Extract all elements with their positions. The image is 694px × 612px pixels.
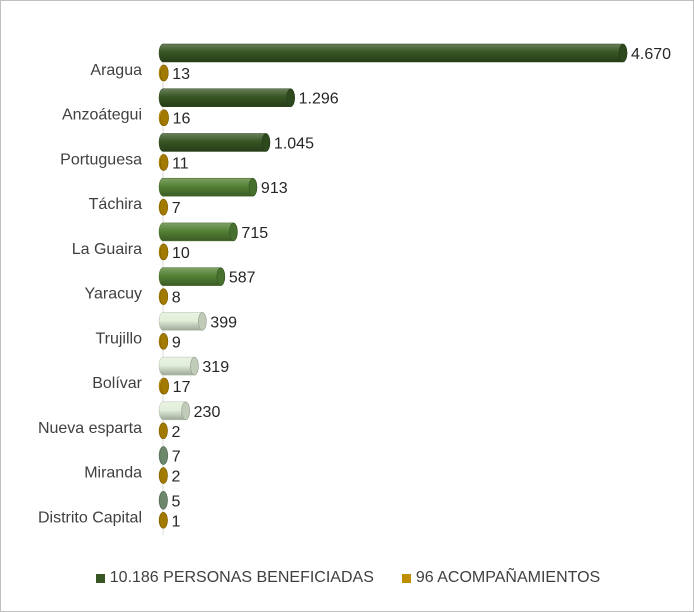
- bar-acompanamientos-cap: [160, 377, 169, 395]
- value-label-beneficiadas: 913: [261, 180, 288, 197]
- category-label: Miranda: [84, 465, 142, 482]
- bar-beneficiadas-body: [158, 222, 238, 242]
- value-label-beneficiadas: 4.670: [631, 46, 671, 63]
- legend-swatch: [401, 573, 411, 583]
- category-label: Aragua: [90, 62, 142, 79]
- value-label-beneficiadas: 230: [194, 404, 221, 421]
- value-label-beneficiadas: 1.045: [274, 135, 314, 152]
- legend-label: 96 ACOMPAÑAMIENTOS: [415, 569, 601, 586]
- bar-beneficiadas: [158, 356, 199, 376]
- category-label: Bolívar: [92, 375, 142, 392]
- bar-acompanamientos: [158, 377, 169, 395]
- legend: 10.186 PERSONAS BENEFICIADAS 96 ACOMPAÑAM…: [1, 569, 694, 587]
- value-label-beneficiadas: 399: [210, 314, 237, 331]
- bar-beneficiadas-body: [158, 88, 295, 107]
- bar-beneficiadas: [158, 312, 207, 331]
- bar-beneficiadas-cap: [261, 133, 271, 152]
- legend-item: 10.186 PERSONAS BENEFICIADAS: [95, 569, 374, 587]
- bar-acompanamientos-cap: [159, 512, 168, 529]
- bar-beneficiadas-cap: [198, 312, 207, 331]
- category-label: Trujillo: [95, 330, 142, 347]
- bar-acompanamientos-cap: [159, 154, 169, 171]
- bar-beneficiadas: [158, 43, 628, 63]
- value-label-acompanamientos: 17: [173, 379, 191, 396]
- value-label-beneficiadas: 1.296: [299, 91, 339, 108]
- value-label-acompanamientos: 10: [172, 245, 190, 262]
- bar-beneficiadas-cap: [618, 43, 628, 63]
- bar-beneficiadas: [158, 401, 190, 421]
- bar-acompanamientos-cap: [159, 422, 168, 440]
- bar-acompanamientos: [158, 467, 168, 484]
- value-label-acompanamientos: 13: [172, 66, 190, 83]
- bar-beneficiadas: [158, 133, 271, 152]
- category-label: Yaracuy: [84, 286, 142, 303]
- bar-acompanamientos-cap: [160, 109, 169, 126]
- category-label: La Guaira: [72, 241, 142, 258]
- bar-beneficiadas-cap: [190, 356, 199, 376]
- bar-beneficiadas-cap: [229, 222, 238, 242]
- value-label-acompanamientos: 11: [172, 155, 189, 172]
- bar-beneficiadas: [158, 267, 226, 286]
- bar-beneficiadas-cap: [181, 401, 190, 421]
- value-label-acompanamientos: 9: [172, 334, 181, 351]
- legend-label: 10.186 PERSONAS BENEFICIADAS: [109, 569, 374, 586]
- legend-item: 96 ACOMPAÑAMIENTOS: [401, 569, 601, 587]
- category-label: Portuguesa: [60, 151, 142, 168]
- value-label-beneficiadas: 319: [202, 359, 229, 376]
- bar-beneficiadas-body: [158, 133, 271, 152]
- bar-beneficiadas-body: [158, 267, 226, 286]
- legend-swatch: [95, 573, 105, 583]
- value-label-acompanamientos: 7: [172, 200, 181, 217]
- bar-beneficiadas-cap: [286, 88, 295, 107]
- value-label-acompanamientos: 1: [172, 513, 181, 530]
- value-label-acompanamientos: 2: [172, 469, 181, 486]
- bar-acompanamientos-cap: [160, 64, 169, 82]
- bar-acompanamientos-cap: [159, 198, 168, 216]
- category-label: Táchira: [89, 196, 142, 213]
- value-label-beneficiadas: 587: [229, 270, 256, 287]
- bar-acompanamientos: [158, 109, 169, 126]
- bar-acompanamientos-cap: [159, 288, 169, 305]
- value-label-acompanamientos: 16: [173, 111, 191, 128]
- bar-beneficiadas: [158, 88, 295, 107]
- value-label-beneficiadas: 715: [241, 225, 268, 242]
- bar-acompanamientos-cap: [159, 467, 168, 484]
- bar-beneficiadas-cap: [216, 267, 226, 286]
- value-label-acompanamientos: 8: [172, 290, 181, 307]
- bar-beneficiadas: [158, 446, 168, 465]
- bar-acompanamientos: [158, 243, 169, 261]
- value-label-beneficiadas: 7: [172, 449, 181, 466]
- bar-beneficiadas-body: [158, 43, 628, 63]
- bar-acompanamientos: [158, 154, 169, 171]
- category-label: Distrito Capital: [38, 509, 142, 526]
- bar-acompanamientos: [158, 64, 169, 82]
- bar-acompanamientos-cap: [159, 333, 169, 350]
- value-label-acompanamientos: 2: [172, 424, 181, 441]
- value-label-beneficiadas: 5: [172, 493, 181, 510]
- bar-chart: Aragua 4.670 13 Anzoátegui 1.296 16 Portuguesa…: [38, 43, 671, 535]
- bar-beneficiadas: [158, 177, 258, 197]
- bar-acompanamientos: [158, 512, 168, 529]
- bar-beneficiadas-cap: [248, 177, 258, 197]
- bar-acompanamientos: [158, 333, 169, 350]
- bar-acompanamientos: [158, 198, 168, 216]
- bar-beneficiadas-body: [158, 177, 258, 197]
- category-label: Anzoátegui: [62, 107, 142, 124]
- bar-acompanamientos-cap: [159, 243, 169, 261]
- bar-beneficiadas-cap: [159, 446, 168, 465]
- bar-acompanamientos: [158, 422, 168, 440]
- category-label: Nueva esparta: [38, 420, 142, 437]
- bar-beneficiadas: [158, 222, 238, 242]
- bar-beneficiadas: [158, 491, 168, 510]
- bar-acompanamientos: [158, 288, 169, 305]
- bar-beneficiadas-cap: [159, 491, 168, 510]
